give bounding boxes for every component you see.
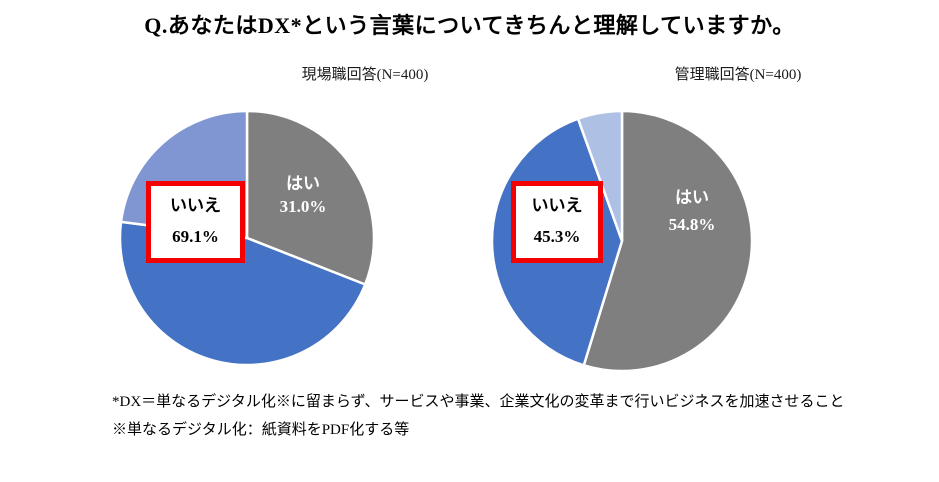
chart-subtitle-managers: 管理職回答(N=400) [674,67,802,83]
yes-label-value: 31.0% [279,197,327,216]
pie-slice-yes [245,109,376,286]
data-label-yes-right: はい 54.8% [647,184,737,238]
pie-slice-no [576,109,624,243]
page-title: Q.あなたはDX*という言葉についてきちんと理解していますか。 [144,13,795,38]
yes-label-value: 54.8% [668,215,716,234]
footnote-dx-definition: *DX＝単なるデジタル化※に留まらず、サービスや事業、企業文化の変革まで行いビジ… [112,394,845,410]
callout-no-right: いいえ 45.3% [511,181,603,263]
no-label-text: いいえ [170,196,221,215]
data-label-yes-left: はい 31.0% [258,172,348,218]
chart-subtitle-field-workers: 現場職回答(N=400) [301,67,429,83]
no-label-text: いいえ [531,196,583,215]
yes-label-text: はい [675,188,709,207]
pie-slice-yes [582,109,754,373]
footnote-digitization-example: ※単なるデジタル化：紙資料をPDF化する等 [112,422,410,438]
footnotes: *DX＝単なるデジタル化※に留まらず、サービスや事業、企業文化の変革まで行いビジ… [112,388,845,444]
callout-no-left: いいえ 69.1% [146,181,245,263]
yes-label-text: はい [286,174,320,193]
no-label-value: 45.3% [533,227,581,246]
no-label-value: 69.1% [172,227,219,246]
